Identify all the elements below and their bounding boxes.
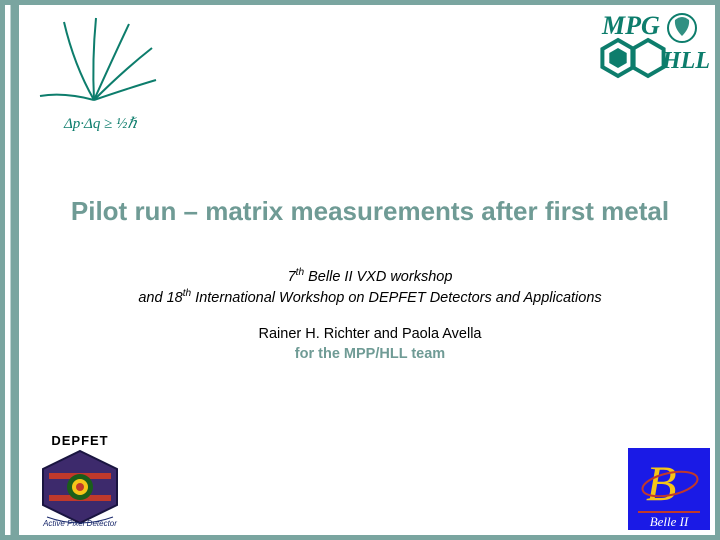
svg-text:B: B	[646, 455, 677, 511]
left-stripe	[5, 5, 19, 535]
slide-title: Pilot run – matrix measurements after fi…	[60, 195, 680, 228]
mpg-hll-logo: MPG HLL	[530, 8, 710, 88]
subtitle2-pre: and 18	[138, 290, 182, 306]
depfet-label: DEPFET	[34, 433, 126, 448]
authors-line: Rainer H. Richter and Paola Avella	[60, 324, 680, 344]
slide-container: Δp·Δq ≥ ½ℏ MPG HLL Pilot run – matrix me…	[0, 0, 720, 540]
depfet-hex-icon	[37, 449, 123, 525]
depfet-logo: DEPFET Active Pixel Detector	[34, 433, 126, 528]
physics-spray-logo: Δp·Δq ≥ ½ℏ	[34, 10, 164, 140]
subtitle2-sup: th	[183, 288, 191, 299]
subtitle1-pre: 7	[288, 269, 296, 285]
hll-text: HLL	[661, 48, 710, 74]
mpg-text: MPG	[601, 11, 660, 40]
subtitle-block: 7th Belle II VXD workshop and 18th Inter…	[60, 266, 680, 309]
uncertainty-formula-text: Δp·Δq ≥ ½ℏ	[63, 116, 137, 132]
subtitle2-post: International Workshop on DEPFET Detecto…	[191, 290, 602, 306]
authors-block: Rainer H. Richter and Paola Avella for t…	[60, 324, 680, 362]
belle-text: Belle II	[650, 514, 689, 529]
belle2-logo: B Belle II	[628, 448, 710, 530]
subtitle-line-1: 7th Belle II VXD workshop	[60, 266, 680, 287]
subtitle-line-2: and 18th International Workshop on DEPFE…	[60, 287, 680, 308]
title-block: Pilot run – matrix measurements after fi…	[60, 195, 680, 228]
team-line: for the MPP/HLL team	[60, 346, 680, 362]
subtitle1-sup: th	[296, 267, 304, 278]
subtitle1-post: Belle II VXD workshop	[304, 269, 452, 285]
